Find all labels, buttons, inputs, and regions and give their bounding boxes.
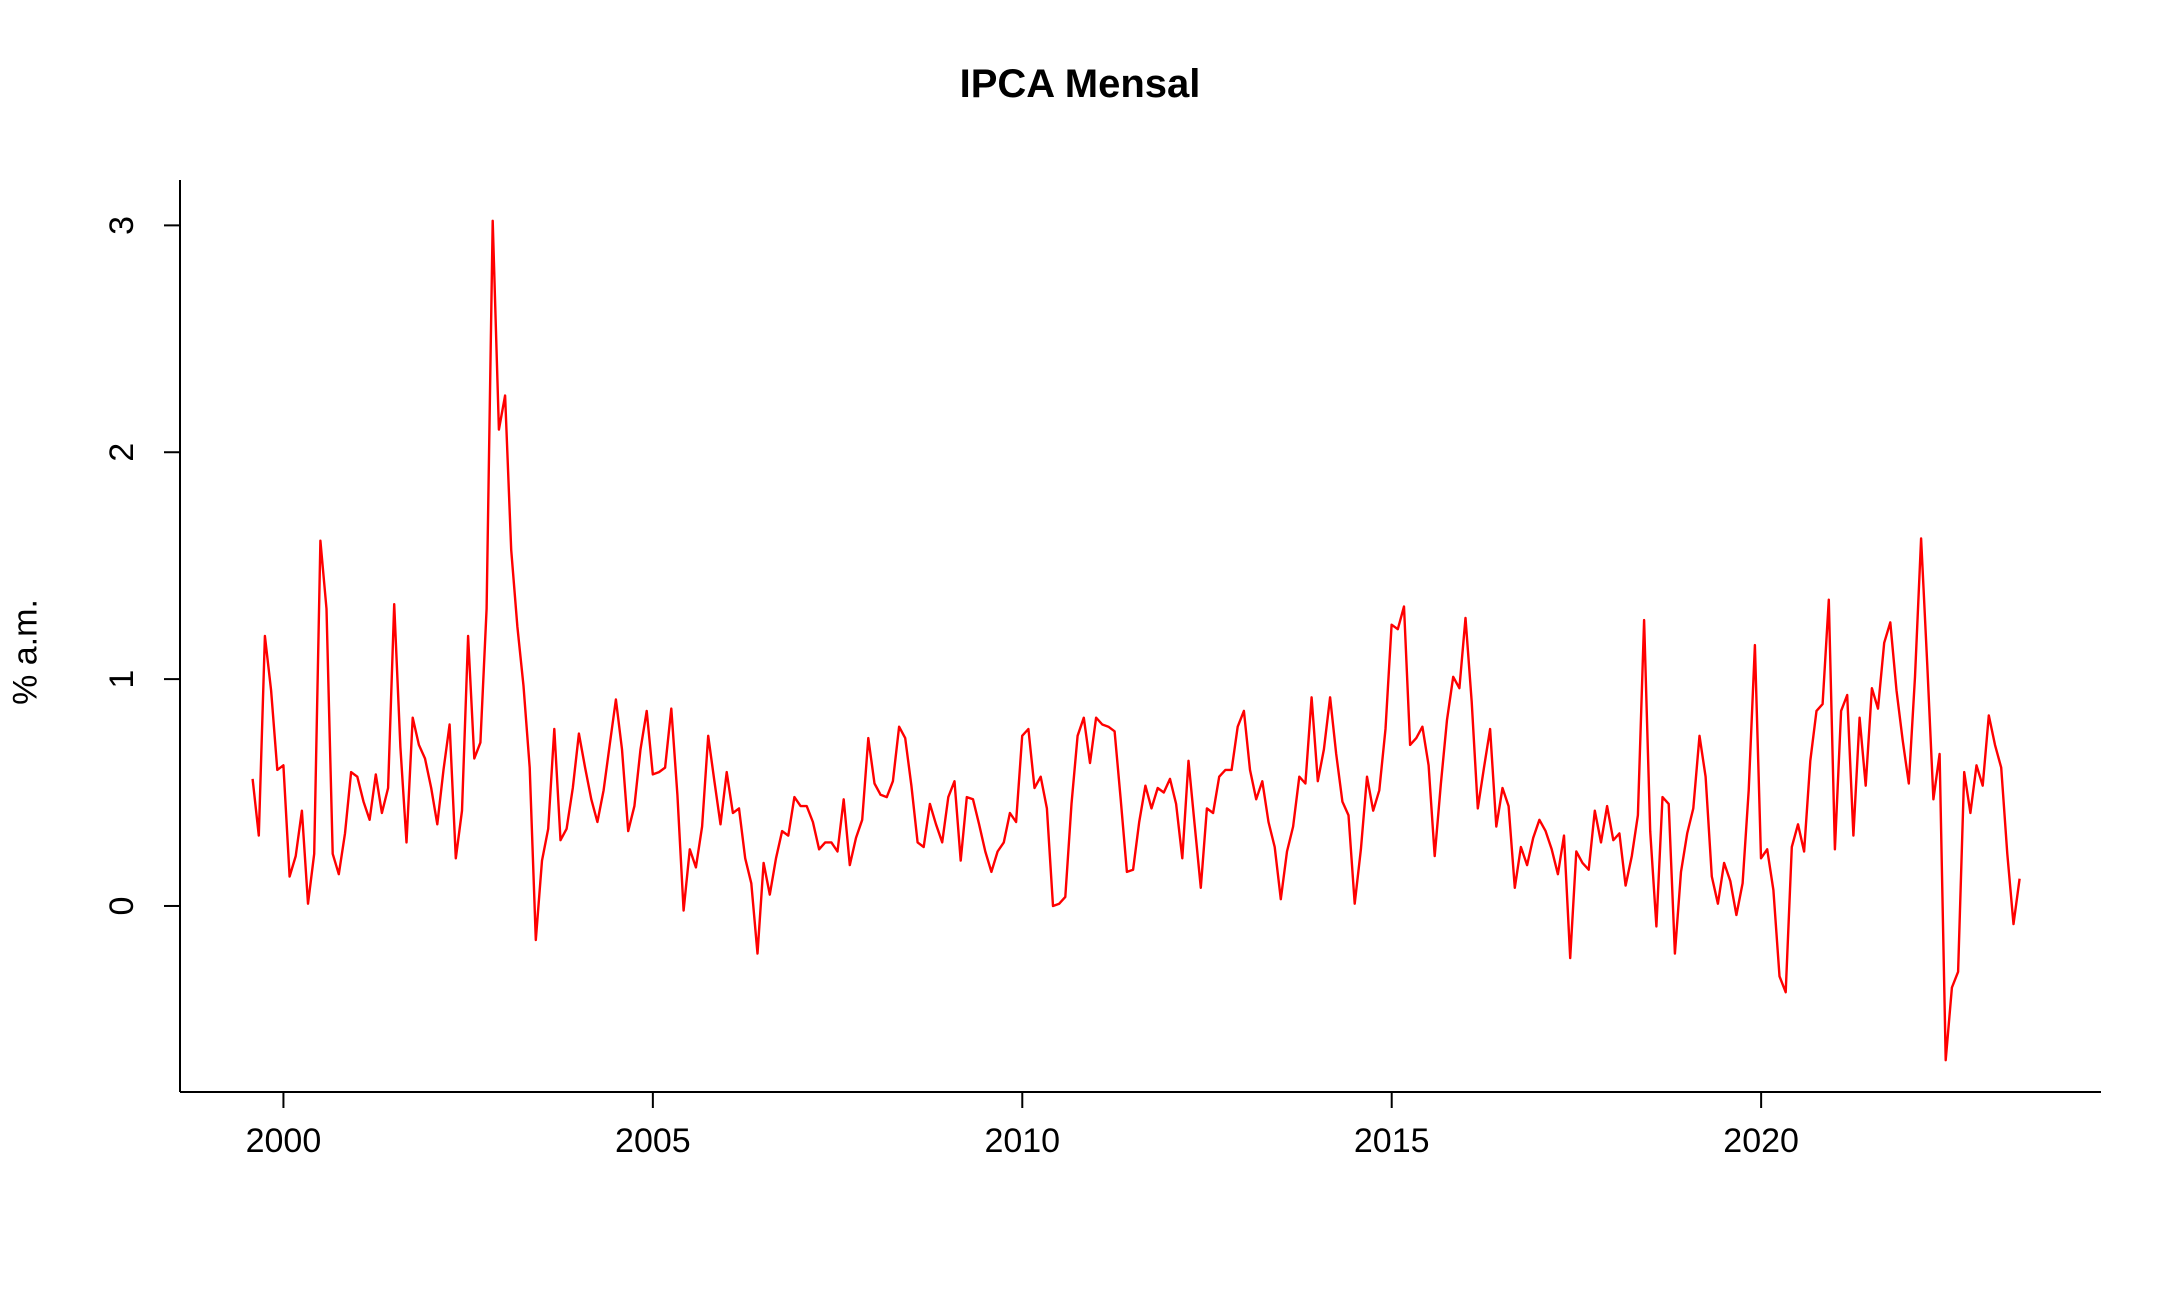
y-tick-label-2: 2: [103, 443, 141, 462]
axes: 2000 2005 2010 2015 2020 0 1 2 3: [103, 180, 2101, 1160]
x-tick-label-2000: 2000: [246, 1122, 322, 1160]
x-tick-label-2015: 2015: [1354, 1122, 1430, 1160]
series-line-0: [251, 219, 2021, 1062]
x-tick-label-2010: 2010: [984, 1122, 1060, 1160]
y-tick-label-3: 3: [103, 216, 141, 235]
y-tick-label-0: 0: [103, 897, 141, 916]
y-tick-label-1: 1: [103, 670, 141, 689]
chart-title: IPCA Mensal: [959, 62, 1201, 106]
series-layer: [251, 219, 2021, 1062]
x-tick-label-2020: 2020: [1723, 1122, 1799, 1160]
x-tick-label-2005: 2005: [615, 1122, 691, 1160]
